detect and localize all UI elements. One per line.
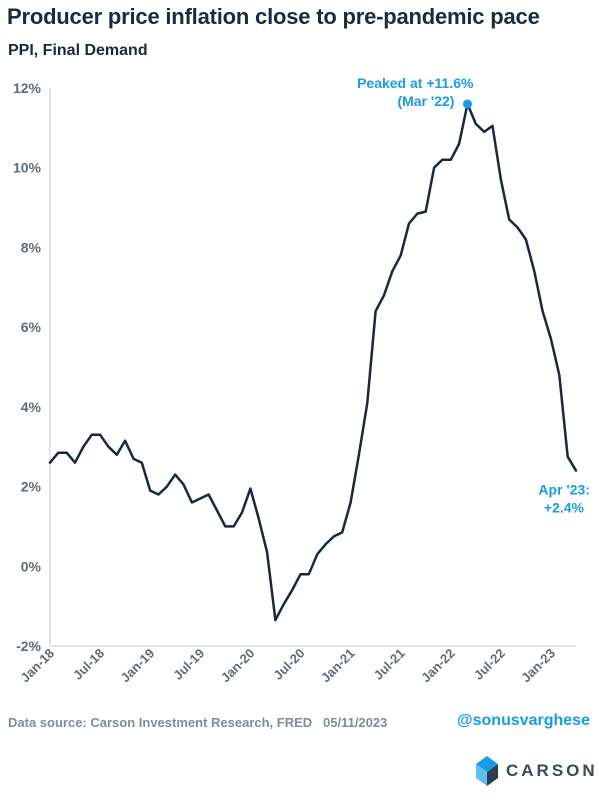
y-tick-label: 12%: [13, 80, 42, 96]
carson-logo-icon: [476, 756, 498, 786]
x-tick-label: Jan-21: [318, 646, 358, 686]
x-tick-label: Jul-20: [270, 646, 307, 683]
y-tick-label: 4%: [21, 399, 42, 415]
chart-subtitle: PPI, Final Demand: [8, 42, 148, 59]
x-tick-label: Jan-19: [118, 646, 158, 686]
x-tick-label: Jul-22: [471, 646, 508, 683]
data-source-note: Data source: Carson Investment Research,…: [8, 715, 387, 730]
carson-logo: CARSON: [476, 754, 598, 788]
source-date: 05/11/2023: [323, 715, 388, 730]
x-tick-label: Jan-23: [518, 646, 558, 686]
y-tick-label: 10%: [13, 160, 42, 176]
latest-annotation-line2: +2.4%: [544, 500, 585, 516]
y-tick-label: 8%: [21, 239, 42, 255]
ppi-series-line: [48, 102, 578, 622]
y-tick-label: 2%: [21, 479, 42, 495]
carson-logo-text: CARSON: [506, 761, 598, 780]
latest-annotation-line1: Apr '23:: [538, 482, 590, 498]
chart-title: Producer price inflation close to pre-pa…: [7, 4, 540, 29]
peak-marker: [462, 99, 472, 109]
line-chart: -2%0%2%4%6%8%10%12%Jan-18 Jul-18 Jan-19 Jul…: [13, 75, 590, 686]
source-text: Data source: Carson Investment Research,…: [8, 715, 313, 730]
peak-annotation-line1: Peaked at +11.6%: [357, 75, 474, 91]
x-tick-label: Jan-20: [218, 646, 258, 686]
y-tick-label: -2%: [16, 638, 41, 654]
y-tick-label: 6%: [21, 319, 42, 335]
peak-annotation-line2: (Mar '22): [397, 93, 454, 109]
x-tick-label: Jul-18: [70, 646, 107, 683]
y-tick-label: 0%: [21, 558, 42, 574]
x-tick-label: Jul-19: [170, 646, 207, 683]
x-tick-label: Jan-22: [418, 646, 458, 686]
author-handle[interactable]: @sonusvarghese: [457, 712, 590, 729]
x-tick-label: Jul-21: [371, 646, 408, 683]
